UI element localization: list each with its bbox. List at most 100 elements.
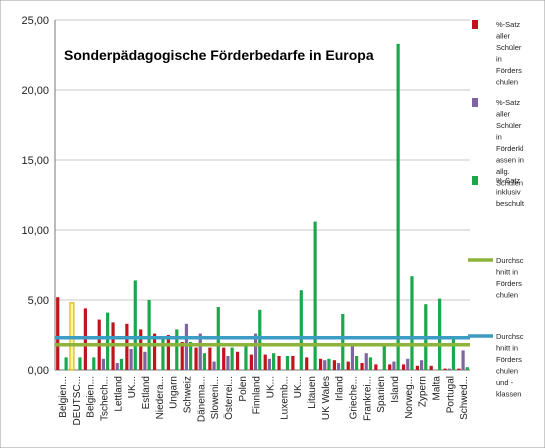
- average-lines: [55, 336, 470, 347]
- legend-label: klassen: [496, 390, 521, 399]
- category-label: Schweiz: [182, 376, 193, 413]
- legend-label: allg.: [496, 167, 510, 176]
- bar: [198, 333, 202, 370]
- legend-label: Förders: [496, 355, 522, 364]
- category-label: Zypern: [418, 376, 429, 407]
- category-label: Norweg...: [404, 376, 415, 419]
- legend-label: aller: [496, 32, 511, 41]
- legend-label: in: [496, 133, 502, 142]
- legend-label: Schüler: [496, 43, 522, 52]
- legend-label: hnitt in: [496, 344, 518, 353]
- bar: [78, 357, 82, 370]
- bar: [152, 333, 157, 370]
- bar: [461, 350, 465, 370]
- bar: [208, 347, 212, 370]
- category-label: Portugal: [445, 376, 456, 413]
- bar: [323, 360, 327, 370]
- bar: [277, 356, 281, 370]
- category-label: Irland: [335, 376, 346, 401]
- legend-swatch: [472, 20, 478, 29]
- bar: [119, 358, 124, 370]
- legend-label: Durchsc: [496, 332, 524, 341]
- legend-label: %-Satz: [496, 20, 520, 29]
- category-label: Lettland: [113, 376, 124, 412]
- legend-label: Schüler: [496, 121, 522, 130]
- y-tick-labels: 0,00 5,00 10,00 15,00 20,00 25,00: [21, 15, 49, 377]
- category-label: UK...: [127, 376, 138, 398]
- bar: [457, 368, 461, 370]
- bar: [368, 357, 373, 370]
- legend-label: aller: [496, 110, 511, 119]
- legend-label: assen in: [496, 156, 524, 165]
- category-label: Litauen: [307, 376, 318, 409]
- chart-title: Sonderpädagogische Förderbedarfe in Euro…: [64, 47, 374, 63]
- bar: [438, 298, 442, 370]
- bar: [166, 335, 170, 370]
- bar: [374, 364, 378, 370]
- legend-label: inklusiv: [496, 188, 521, 197]
- legend-label: Durchsc: [496, 256, 524, 265]
- legend-label: Förders: [496, 279, 522, 288]
- category-label: Polen: [238, 376, 249, 402]
- category-label: Malta: [431, 376, 442, 401]
- bar: [429, 365, 433, 370]
- legend-label: Förderkl: [496, 144, 524, 153]
- category-label: Frankrei...: [362, 376, 373, 421]
- category-label: DEUTSC...: [72, 376, 83, 425]
- bar: [355, 356, 359, 370]
- legend-label: Förders: [496, 66, 522, 75]
- category-label: Spanien: [376, 376, 387, 413]
- bar: [415, 365, 419, 370]
- category-label: UK Wales: [321, 376, 332, 420]
- bar: [115, 363, 119, 370]
- legend: %-SatzallerSchülerinFörderschulen%-Satza…: [468, 20, 525, 399]
- bar: [346, 361, 350, 370]
- category-label: Ungarn: [169, 376, 180, 409]
- category-label: Finnland: [252, 376, 263, 414]
- bar: [194, 347, 198, 370]
- bar: [451, 336, 456, 370]
- bar: [92, 357, 96, 370]
- bar: [147, 300, 151, 370]
- bar: [249, 354, 253, 370]
- bar: [267, 358, 272, 370]
- bar: [318, 358, 323, 370]
- category-label: Niedera...: [155, 376, 166, 419]
- grid-lines: [55, 19, 470, 301]
- category-label: Schwed...: [459, 376, 470, 420]
- legend-label: und -: [496, 378, 514, 387]
- bar: [161, 336, 165, 370]
- bar: [222, 347, 226, 370]
- category-label: Belgien...: [86, 376, 97, 418]
- category-label: Luxemb...: [279, 376, 290, 420]
- legend-label: hnitt in: [496, 268, 518, 277]
- legend-label: %-Satz: [496, 176, 520, 185]
- bar: [392, 361, 396, 370]
- bar: [313, 221, 317, 370]
- bar: [382, 343, 386, 370]
- bar: [129, 349, 133, 370]
- y-tick-label: 25,00: [21, 15, 49, 27]
- y-tick-label: 20,00: [21, 85, 49, 97]
- bar: [419, 360, 424, 370]
- y-tick-label: 5,00: [28, 295, 49, 307]
- bar: [235, 351, 240, 370]
- bar: [341, 314, 345, 370]
- category-label: Island: [390, 376, 401, 403]
- bar: [299, 290, 303, 370]
- bar: [447, 368, 451, 370]
- category-label: Sloweni...: [210, 376, 221, 419]
- bar: [226, 356, 230, 370]
- bar: [410, 276, 414, 370]
- legend-label: beschult: [496, 199, 525, 208]
- category-label: UK...: [293, 376, 304, 398]
- legend-swatch: [472, 176, 478, 185]
- bar: [189, 342, 193, 370]
- bar: [139, 329, 143, 370]
- bar: [401, 364, 406, 370]
- bar: [332, 360, 336, 370]
- bar: [350, 344, 355, 370]
- bar: [230, 347, 234, 370]
